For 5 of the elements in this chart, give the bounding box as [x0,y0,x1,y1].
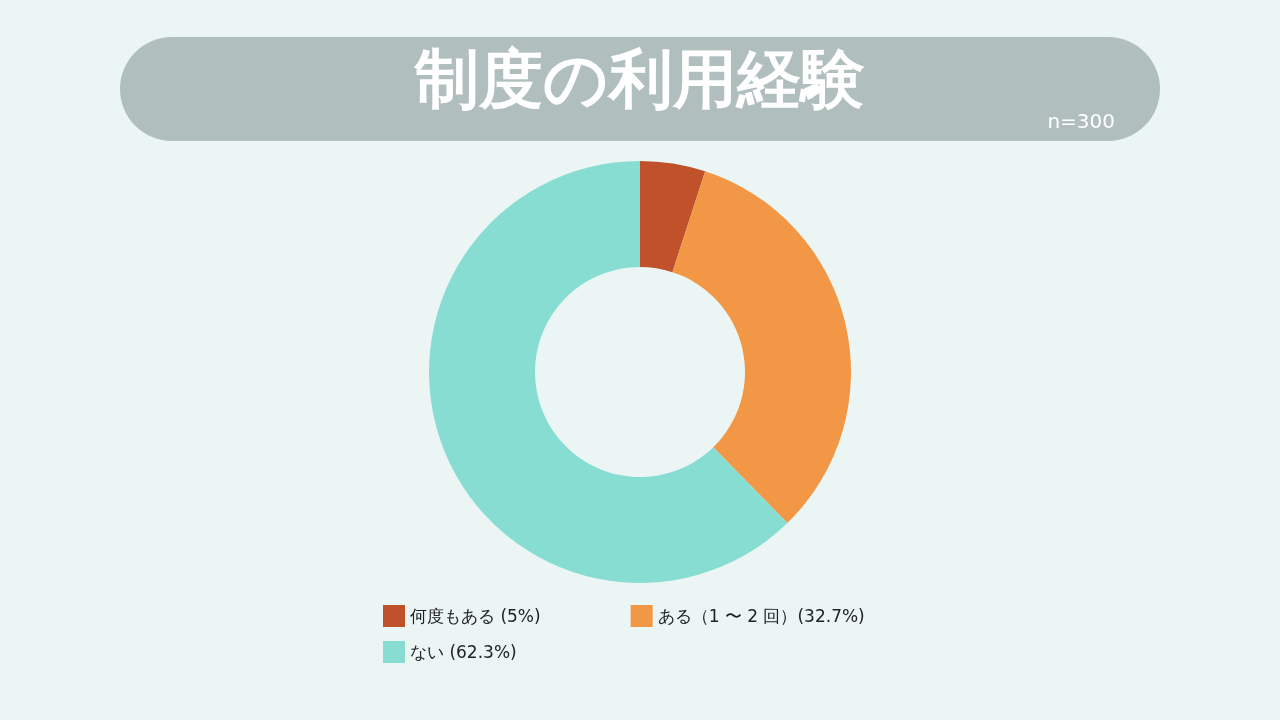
chart-title: 制度の利用経験 [413,42,865,116]
legend-label: ある（1 〜 2 回）(32.7%) [657,606,865,626]
text: n=300 [1047,109,1115,133]
legend-label: 何度もある (5%) [410,606,541,626]
legend-label: ない (62.3%) [410,642,517,662]
